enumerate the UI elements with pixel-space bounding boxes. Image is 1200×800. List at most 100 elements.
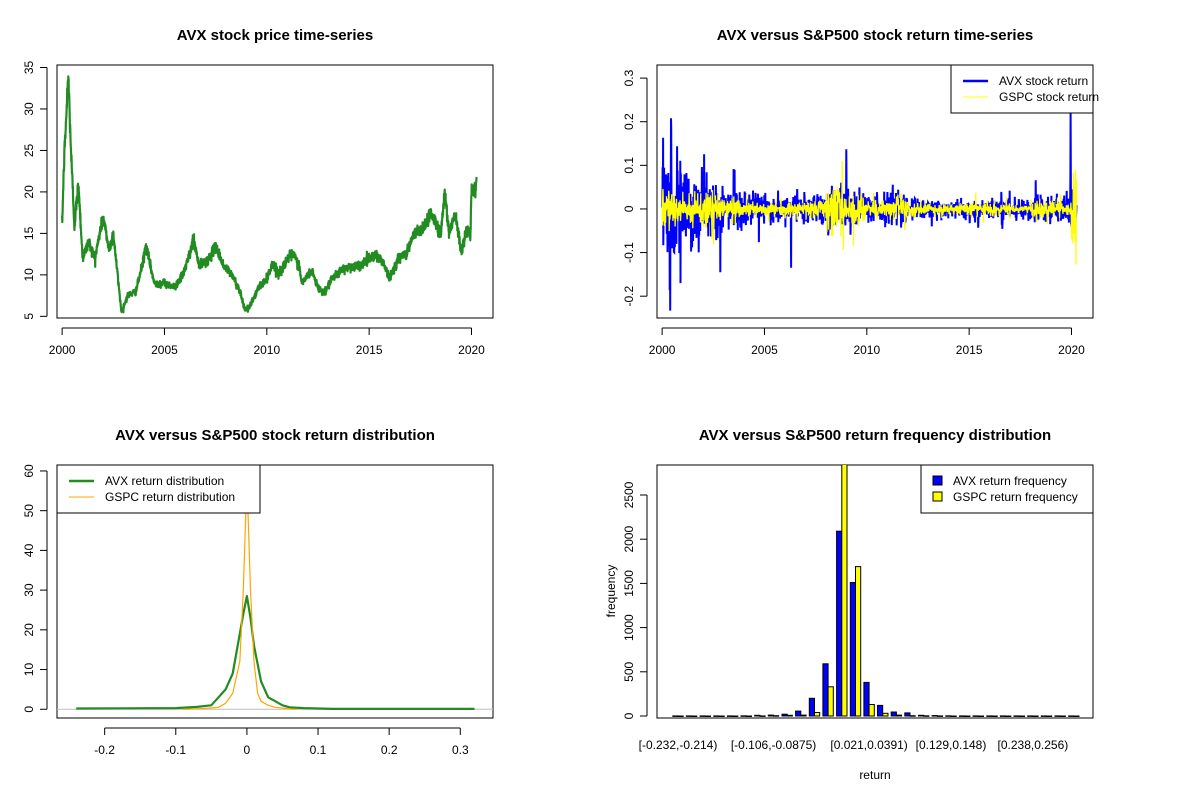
x-tick-label: 2020	[1058, 343, 1085, 357]
y-tick-label: 60	[22, 464, 36, 478]
y-tick-label: -0.1	[622, 242, 636, 263]
gspc-frequency-bar	[718, 715, 725, 717]
gspc-frequency-bar	[814, 712, 821, 717]
x-tick-label: [0.238,0.256)	[998, 738, 1069, 752]
x-tick-label: [0.129,0.148)	[916, 738, 987, 752]
gspc-frequency-bar	[882, 712, 889, 717]
avx-frequency-bar	[918, 714, 925, 717]
price-line	[61, 75, 478, 314]
x-tick-label: 2010	[853, 343, 880, 357]
gspc-frequency-bar	[704, 715, 711, 717]
avx-frequency-bar	[1040, 715, 1048, 717]
gspc-frequency-bar	[895, 714, 903, 717]
y-tick-label: 35	[22, 60, 36, 74]
gspc-frequency-bar	[732, 715, 739, 717]
x-tick-label: 0.3	[452, 743, 469, 757]
y-tick-label: 1500	[622, 570, 636, 597]
x-tick-label: 2000	[49, 343, 76, 357]
y-tick-label: -0.2	[622, 286, 636, 307]
title-frequency: AVX versus S&P500 return frequency distr…	[699, 427, 1051, 444]
avx-frequency-bar	[808, 697, 815, 717]
gspc-frequency-bar	[827, 686, 834, 717]
avx-frequency-bar	[836, 530, 843, 717]
plot-frame	[656, 64, 1094, 319]
avx-frequency-bar	[767, 714, 774, 717]
x-tick-label: 2000	[649, 343, 676, 357]
y-tick-label: 500	[622, 661, 636, 681]
gspc-frequency-bar	[691, 715, 698, 717]
legend: AVX return frequency GSPC return frequenc…	[920, 464, 1094, 514]
gspc-return-line	[661, 160, 1078, 265]
gspc-frequency-bar	[677, 715, 684, 717]
gspc-frequency-bar	[923, 715, 930, 717]
avx-frequency-bar	[1054, 715, 1061, 717]
gspc-frequency-bar	[909, 715, 916, 717]
legend-label: AVX stock return	[999, 74, 1088, 88]
avx-frequency-bar	[713, 715, 720, 717]
ylabel-frequency: frequency	[604, 565, 618, 618]
gspc-frequency-bar	[786, 714, 793, 717]
avx-frequency-bar	[999, 715, 1007, 717]
y-tick-label: 0.1	[622, 157, 636, 174]
legend-box	[920, 464, 1094, 514]
avx-density-line	[76, 594, 475, 711]
avx-frequency-bar	[849, 582, 856, 717]
x-tick-label: 2005	[751, 343, 778, 357]
gspc-frequency-bar	[950, 715, 957, 717]
avx-frequency-bar	[685, 715, 693, 717]
gspc-frequency-bar	[800, 714, 807, 717]
y-tick-label: 30	[22, 583, 36, 597]
gspc-frequency-bar	[991, 715, 998, 717]
gspc-frequency-bar	[1018, 715, 1025, 717]
gspc-density-line	[182, 478, 297, 710]
y-tick-label: 1000	[622, 614, 636, 641]
avx-frequency-bar	[904, 712, 911, 717]
avx-frequency-bar	[781, 713, 788, 717]
y-tick-label: 0	[622, 205, 636, 212]
title-distribution: AVX versus S&P500 stock return distribut…	[115, 427, 435, 444]
y-tick-label: 30	[22, 102, 36, 116]
avx-frequency-bar	[986, 715, 993, 717]
x-tick-label: 0	[244, 743, 251, 757]
avx-frequency-bar	[1027, 715, 1034, 717]
gspc-frequency-bar	[1005, 715, 1012, 717]
x-tick-label: -0.2	[94, 743, 115, 757]
y-tick-label: 15	[22, 226, 36, 240]
avx-frequency-bar	[959, 715, 966, 717]
x-tick-label: 2010	[253, 343, 280, 357]
x-tick-label: -0.1	[165, 743, 186, 757]
gspc-frequency-bar	[964, 715, 971, 717]
y-tick-label: 20	[22, 623, 36, 637]
legend-label: AVX return frequency	[953, 474, 1067, 488]
y-tick-label: 10	[22, 663, 36, 677]
avx-frequency-bar	[699, 715, 706, 717]
gspc-frequency-bar	[1059, 715, 1066, 717]
gspc-frequency-bar	[936, 715, 944, 717]
x-tick-label: 2005	[151, 343, 178, 357]
gspc-frequency-bar	[759, 715, 766, 717]
x-tick-label: [0.021,0.0391)	[830, 738, 907, 752]
xlabel-frequency: return	[859, 768, 890, 782]
y-tick-label: 2500	[622, 481, 636, 508]
legend-box	[950, 64, 1094, 114]
y-tick-label: 25	[22, 143, 36, 157]
legend-label: GSPC stock return	[999, 90, 1099, 104]
y-tick-label: 5	[22, 313, 36, 320]
gspc-frequency-bar	[1073, 715, 1080, 717]
legend-label: GSPC return distribution	[105, 490, 235, 504]
gspc-frequency-bar	[773, 715, 780, 717]
gspc-frequency-bar	[868, 704, 875, 717]
gspc-frequency-bar	[745, 715, 752, 717]
legend-box-swatch	[932, 491, 943, 502]
avx-frequency-bar	[672, 715, 679, 717]
plot-frame	[656, 464, 1094, 719]
avx-frequency-bar	[1013, 715, 1020, 717]
avx-frequency-bar	[795, 710, 802, 717]
avx-frequency-bar	[931, 715, 938, 717]
avx-frequency-bar	[945, 715, 952, 717]
y-tick-label: 50	[22, 504, 36, 518]
avx-frequency-bar	[740, 715, 747, 717]
legend-label: AVX return distribution	[105, 474, 224, 488]
